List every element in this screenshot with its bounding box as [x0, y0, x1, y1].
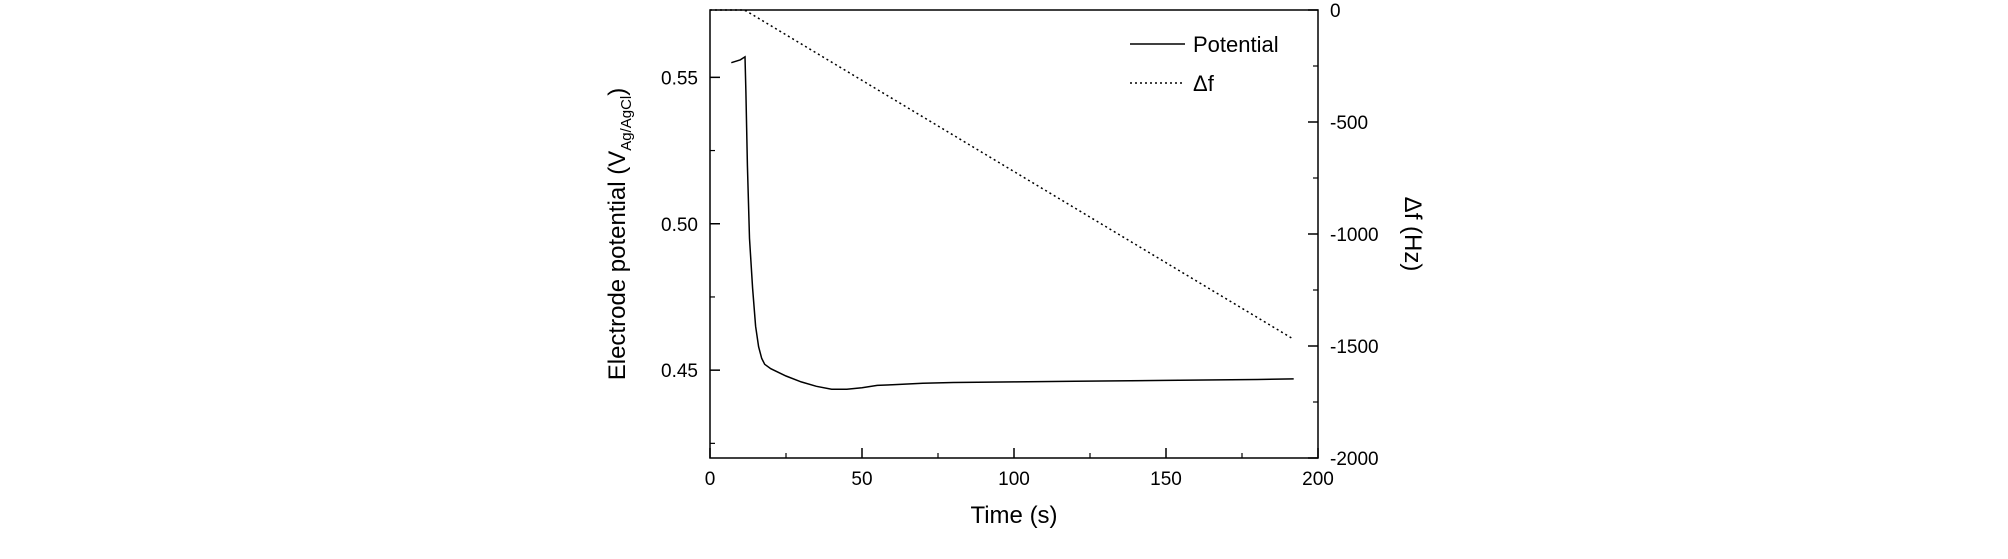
x-tick-label: 0 [705, 469, 716, 490]
y-right-tick-label: -2000 [1330, 449, 1379, 470]
y-right-tick-label: -1000 [1330, 225, 1379, 246]
legend-label-df: Δf [1193, 71, 1215, 96]
x-axis-title: Time (s) [970, 502, 1057, 529]
y-right-tick-label: -500 [1330, 113, 1368, 134]
y-left-tick-label: 0.55 [661, 68, 698, 89]
y-right-tick-label: -1500 [1330, 337, 1379, 358]
plot-frame [709, 9, 1319, 459]
series-line-potential [731, 55, 1294, 390]
legend-label-potential: Potential [1193, 32, 1279, 57]
y-axis-left-title-main: Electrode potential (V [604, 151, 631, 380]
x-tick-label: 150 [1150, 469, 1182, 490]
y-left-tick-label: 0.50 [661, 215, 698, 236]
axis-ticks: 0 50 100 150 200 0.45 0.50 0.55 0 -500 -1000 -1500 -… [661, 1, 1379, 490]
y-right-tick-label: 0 [1330, 1, 1341, 22]
series-layer [710, 9, 1295, 390]
y-left-tick-label: 0.45 [661, 361, 698, 382]
x-tick-label: 50 [851, 469, 872, 490]
legend: Potential Δf [1130, 32, 1279, 96]
x-tick-label: 200 [1302, 469, 1334, 490]
y-axis-left-title-close: ) [604, 88, 631, 96]
x-tick-label: 100 [998, 469, 1030, 490]
y-axis-left-title: Electrode potential (VAg/AgCl) [604, 88, 635, 381]
y-axis-left-title-sub: Ag/AgCl [618, 96, 635, 151]
y-axis-right-title: Δf (Hz) [1399, 197, 1426, 272]
series-line-df [710, 9, 1295, 340]
